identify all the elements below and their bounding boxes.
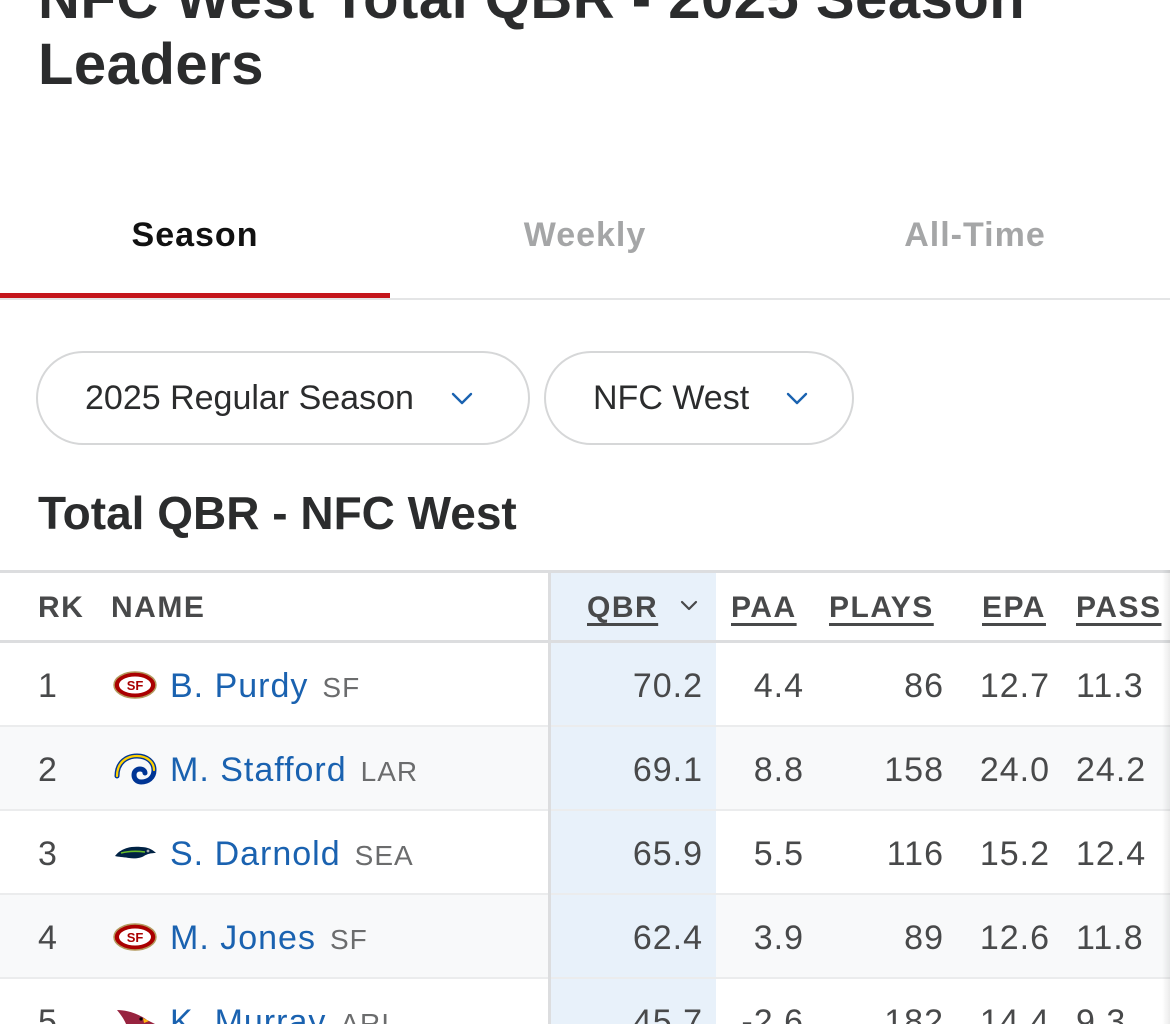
sorted-column-cell-bg (551, 727, 716, 809)
team-abbr: LAR (360, 756, 419, 787)
49ers-logo-icon: SF (113, 923, 157, 951)
qbr-cell: 45.7 (632, 1003, 703, 1024)
tab-season[interactable]: Season (131, 215, 259, 254)
pass-cell: 12.4 (1076, 835, 1147, 873)
column-header-rk[interactable]: RK (38, 591, 85, 624)
column-header-plays[interactable]: PLAYS (829, 591, 934, 624)
table-row: 4 SF M. Jones SF 62.4 3.9 89 12.6 11.8 (0, 895, 1170, 979)
player-name-link[interactable]: K. Murray (170, 1003, 327, 1024)
epa-cell: 15.2 (979, 835, 1050, 873)
seahawks-logo-icon (115, 846, 156, 859)
section-title: Total QBR - NFC West (38, 487, 517, 539)
player-name-link[interactable]: M. Jones (170, 919, 316, 957)
season-dropdown[interactable]: 2025 Regular Season (36, 351, 530, 445)
rank-cell: 1 (38, 667, 58, 705)
tab-weekly[interactable]: Weekly (523, 215, 647, 254)
sorted-column-cell-bg (551, 979, 716, 1024)
plays-cell: 89 (904, 919, 944, 957)
epa-cell: 12.6 (979, 919, 1050, 957)
cardinals-logo-icon (117, 1010, 155, 1024)
tab-bar: Season Weekly All-Time (0, 196, 1170, 300)
plays-cell: 182 (884, 1003, 944, 1024)
sorted-column-header-bg (550, 573, 716, 640)
player-name-link[interactable]: S. Darnold (170, 835, 341, 873)
conference-dropdown-value: NFC West (593, 378, 750, 417)
svg-text:SF: SF (127, 930, 144, 945)
pass-cell: 11.8 (1076, 919, 1144, 957)
plays-cell: 86 (904, 667, 944, 705)
sorted-column-cell-bg (551, 643, 716, 725)
player-name-link[interactable]: M. Stafford (170, 751, 347, 789)
active-tab-indicator (0, 293, 390, 299)
qbr-cell: 62.4 (632, 919, 703, 957)
sort-descending-icon[interactable] (679, 598, 699, 614)
qbr-cell: 65.9 (632, 835, 703, 873)
rank-cell: 4 (38, 919, 58, 957)
paa-cell: 8.8 (753, 751, 804, 789)
pass-cell: 11.3 (1076, 667, 1144, 705)
column-header-epa[interactable]: EPA (982, 591, 1046, 624)
49ers-logo-icon: SF (113, 671, 157, 699)
column-header-pass[interactable]: PASS (1076, 591, 1162, 624)
pass-cell: 9.3 (1076, 1003, 1127, 1024)
pass-cell: 24.2 (1076, 751, 1147, 789)
team-abbr: SEA (354, 840, 414, 871)
paa-cell: 3.9 (753, 919, 804, 957)
column-header-qbr[interactable]: QBR (587, 591, 659, 624)
player-cell: B. Purdy SF (170, 643, 360, 725)
plays-cell: 116 (886, 835, 944, 873)
sorted-column-cell-bg (551, 811, 716, 893)
team-abbr: ARI (340, 1008, 391, 1024)
sorted-column-cell-bg (551, 895, 716, 977)
paa-cell: -2.6 (741, 1003, 804, 1024)
player-cell: M. Jones SF (170, 895, 368, 977)
conference-dropdown[interactable]: NFC West (544, 351, 854, 445)
rams-logo-icon (114, 753, 157, 785)
rank-cell: 3 (38, 835, 58, 873)
page-title: NFC West Total QBR - 2025 Season Leaders (38, 0, 1025, 97)
team-abbr: SF (322, 672, 361, 703)
chevron-down-icon (786, 392, 808, 405)
sticky-column-divider (548, 570, 551, 1024)
rank-cell: 5 (38, 1003, 58, 1024)
qbr-cell: 70.2 (632, 667, 703, 705)
column-header-name[interactable]: NAME (111, 591, 206, 624)
plays-cell: 158 (884, 751, 944, 789)
column-header-paa[interactable]: PAA (731, 591, 797, 624)
player-cell: S. Darnold SEA (170, 811, 414, 893)
player-cell: M. Stafford LAR (170, 727, 418, 809)
player-name-link[interactable]: B. Purdy (170, 667, 309, 705)
epa-cell: 14.4 (979, 1003, 1050, 1024)
player-cell: K. Murray ARI (170, 979, 390, 1024)
chevron-down-icon (451, 392, 473, 405)
team-abbr: SF (329, 924, 368, 955)
season-dropdown-value: 2025 Regular Season (85, 378, 414, 417)
horizontal-scroll-shadow (1162, 570, 1170, 1024)
qbr-cell: 69.1 (632, 751, 703, 789)
table-row: 3 S. Darnold SEA 65.9 5.5 116 15.2 12.4 (0, 811, 1170, 895)
table-header: RK NAME QBR PAA PLAYS EPA PASS (0, 570, 1170, 643)
table-row: 5 K. Murray ARI 45.7 -2.6 182 14.4 9.3 (0, 979, 1170, 1024)
epa-cell: 12.7 (979, 667, 1050, 705)
svg-text:SF: SF (127, 678, 144, 693)
rank-cell: 2 (38, 751, 58, 789)
table-row: 1 SF B. Purdy SF 70.2 4.4 86 12.7 11.3 (0, 643, 1170, 727)
tab-all-time[interactable]: All-Time (904, 215, 1046, 254)
paa-cell: 4.4 (753, 667, 804, 705)
table-row: 2 M. Stafford LAR 69.1 8.8 158 24.0 24.2 (0, 727, 1170, 811)
paa-cell: 5.5 (753, 835, 804, 873)
tabs-divider (0, 298, 1170, 300)
epa-cell: 24.0 (979, 751, 1050, 789)
